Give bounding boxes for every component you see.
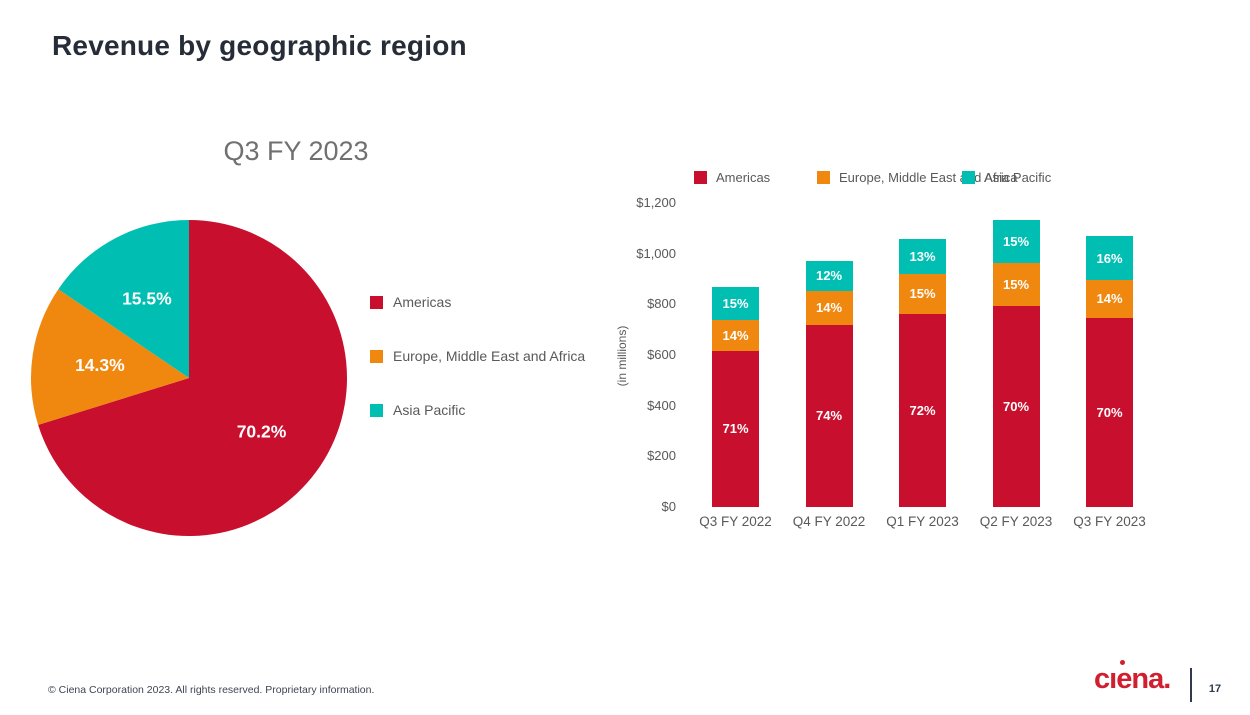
legend-label: Asia Pacific — [393, 402, 466, 418]
legend-swatch-icon — [370, 295, 383, 309]
y-axis-tick-label: $0 — [661, 499, 676, 514]
pie-chart: 70.2% 14.3% 15.5% — [31, 220, 347, 536]
bar-segment-label: 13% — [909, 248, 936, 264]
legend-label: Europe, Middle East and Africa — [393, 348, 586, 364]
bar-segment-label: 14% — [722, 327, 749, 343]
bar-segment: 70% — [1086, 317, 1133, 507]
pie-slice — [38, 220, 347, 536]
bar-segment: 71% — [712, 350, 759, 507]
bar-segment-label: 15% — [1002, 233, 1030, 249]
ciena-logo: cıe na. — [1094, 660, 1171, 696]
pie-slice — [31, 289, 189, 425]
pie-slice-label: 70.2% — [237, 421, 287, 441]
bar-segment-label: 74% — [815, 408, 843, 424]
y-axis-tick-label: $600 — [647, 347, 676, 362]
legend-label: Asia Pacific — [984, 170, 1052, 185]
bar-legend-item: Asia Pacific — [962, 170, 1051, 185]
bar-segment-label: 16% — [1096, 250, 1123, 266]
pie-legend-item: Europe, Middle East and Africa — [370, 348, 585, 364]
pie-chart-title: Q3 FY 2023 — [223, 136, 369, 166]
pie-legend-item: Asia Pacific — [370, 402, 465, 418]
bar-segment: 72% — [899, 314, 946, 507]
bar-segment: 14% — [805, 290, 853, 325]
footer-divider — [1190, 668, 1192, 702]
pie-slice — [58, 220, 189, 378]
y-axis-tick-label: $200 — [647, 448, 676, 464]
bar-segment-label: 71% — [722, 421, 749, 437]
bar-segment-label: 15% — [1002, 277, 1030, 293]
bar-segment: 74% — [805, 324, 853, 507]
bar-segment: 13% — [899, 238, 946, 274]
bar-segment-label: 70% — [1096, 404, 1123, 420]
bar-segment: 15% — [899, 273, 946, 315]
legend-label: Americas — [393, 294, 452, 310]
bar-segment: 70% — [992, 306, 1040, 507]
x-axis-category-label: Q3 FY 2023 — [1073, 514, 1146, 529]
legend-swatch-icon — [370, 349, 383, 363]
bar-segment: 15% — [712, 287, 759, 321]
bar-segment: 16% — [1086, 236, 1133, 280]
x-axis-category-label: Q2 FY 2023 — [979, 514, 1053, 529]
legend-swatch-icon — [962, 171, 975, 184]
pie-slice-label: 15.5% — [122, 288, 172, 308]
page-number: 17 — [1208, 683, 1222, 695]
y-axis-tick-label: $1,000 — [636, 245, 676, 261]
slide-title: Revenue by geographic region — [52, 30, 467, 61]
bar-legend-item: Americas — [694, 170, 770, 185]
bar-segment-label: 15% — [909, 286, 936, 302]
pie-legend-item: Americas — [370, 294, 451, 310]
copyright-text: © Ciena Corporation 2023. All rights res… — [48, 684, 375, 696]
x-axis-category-label: Q3 FY 2022 — [699, 514, 772, 529]
bar-segment: 15% — [992, 263, 1040, 307]
bar-segment-label: 14% — [815, 300, 843, 316]
logo-e-dot — [1120, 660, 1126, 665]
y-axis-tick-label: $1,200 — [636, 195, 676, 210]
bar-segment: 15% — [992, 219, 1040, 264]
legend-label: Americas — [716, 170, 771, 185]
bar-segment-label: 70% — [1002, 399, 1030, 415]
y-axis-tick-label: $400 — [647, 397, 676, 413]
y-axis-tick-label: $800 — [647, 296, 676, 312]
bar-segment: 12% — [805, 261, 853, 291]
legend-swatch-icon — [694, 171, 707, 184]
x-axis-category-label: Q1 FY 2023 — [886, 514, 959, 529]
legend-swatch-icon — [370, 403, 383, 417]
bar-segment: 14% — [1086, 279, 1133, 318]
bar-segment-label: 12% — [815, 268, 843, 284]
bar-segment: 14% — [712, 320, 759, 351]
bar-segment-label: 15% — [722, 296, 749, 312]
bar-segment-label: 72% — [909, 403, 936, 418]
pie-slice-label: 14.3% — [75, 355, 125, 375]
x-axis-category-label: Q4 FY 2022 — [792, 514, 866, 529]
bar-segment-label: 14% — [1096, 291, 1123, 307]
legend-swatch-icon — [817, 171, 830, 184]
